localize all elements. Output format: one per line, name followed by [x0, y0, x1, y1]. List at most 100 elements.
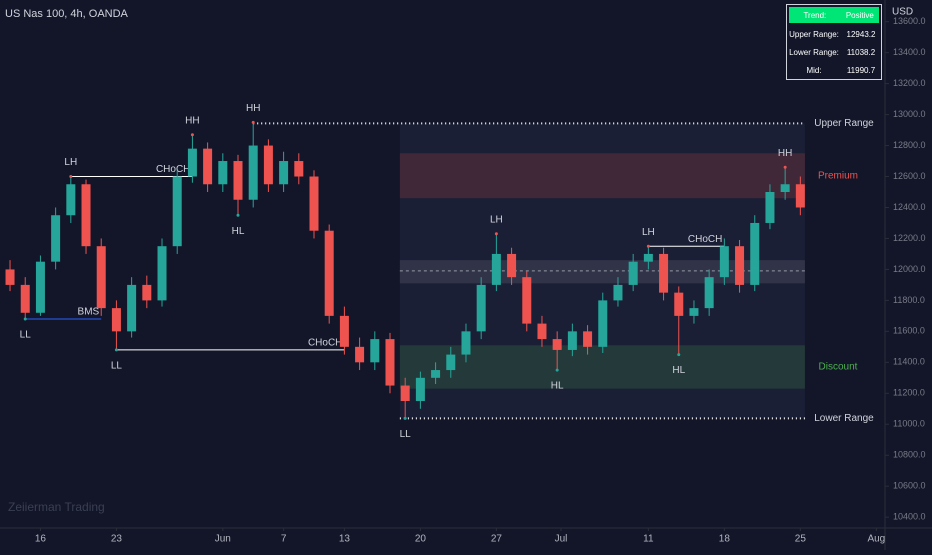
- table-label: Mid:: [806, 65, 822, 75]
- candle-body: [567, 331, 577, 350]
- premium-zone: [399, 153, 805, 199]
- table-value: Positive: [845, 10, 874, 20]
- pivot-dot: [646, 244, 650, 248]
- candle-body: [613, 284, 623, 301]
- y-tick-label: 10800.0: [893, 450, 926, 460]
- candle-body: [415, 377, 425, 402]
- x-tick-label: 11: [643, 534, 654, 545]
- structure-label: CHoCH: [688, 234, 722, 245]
- candle-body: [750, 222, 760, 285]
- y-tick-label: 12000.0: [893, 264, 926, 274]
- structure-label: BMS: [78, 307, 100, 318]
- pivot-label: LH: [642, 227, 655, 238]
- candle-body: [157, 246, 167, 301]
- candle-body: [400, 385, 410, 402]
- y-tick-label: 10600.0: [893, 481, 926, 491]
- x-tick-label: 25: [795, 534, 807, 545]
- table-row: Lower Range: 11038.2: [787, 43, 881, 61]
- pivot-dot: [494, 232, 498, 236]
- candle-body: [446, 354, 456, 371]
- x-tick-label: Jun: [215, 534, 231, 545]
- x-tick-label: 23: [111, 534, 123, 545]
- pivot-dot: [236, 213, 240, 217]
- candle-body: [476, 284, 486, 332]
- candle-body: [127, 284, 137, 332]
- pivot-label: LL: [400, 429, 412, 440]
- y-tick-label: 11800.0: [893, 295, 925, 305]
- table-value: 12943.2: [846, 29, 876, 39]
- candle-body: [279, 161, 289, 185]
- candle-body: [218, 161, 228, 185]
- candle-body: [689, 308, 699, 316]
- candle-body: [20, 284, 30, 313]
- structure-label: CHoCH: [308, 338, 342, 349]
- candle-body: [5, 269, 15, 285]
- x-tick-label: Aug: [867, 534, 885, 545]
- pivot-label: HL: [551, 381, 564, 392]
- pivot-dot: [403, 416, 407, 420]
- candle-body: [111, 308, 121, 332]
- table-label: Trend:: [803, 10, 827, 20]
- candle-body: [370, 339, 380, 363]
- candle-body: [735, 246, 745, 285]
- candle-body: [96, 246, 106, 309]
- pivot-label: HH: [185, 115, 199, 126]
- y-axis-label: USD: [892, 7, 913, 18]
- y-tick-label: 13600.0: [893, 16, 926, 26]
- x-tick-label: 27: [491, 534, 503, 545]
- premium-label: Premium: [818, 170, 858, 181]
- y-tick-label: 11200.0: [893, 388, 925, 398]
- candle-body: [309, 176, 319, 231]
- structure-label: CHoCH: [156, 164, 190, 175]
- candle-body: [507, 253, 517, 278]
- y-tick-label: 13000.0: [893, 109, 926, 119]
- candle-body: [491, 253, 501, 285]
- y-tick-label: 13400.0: [893, 47, 926, 57]
- candle-body: [294, 161, 304, 177]
- candle-body: [203, 148, 213, 185]
- y-tick-label: 12200.0: [893, 233, 926, 243]
- y-tick-label: 13200.0: [893, 78, 926, 88]
- table-value: 11038.2: [846, 47, 876, 57]
- candle-body: [142, 284, 152, 301]
- candle-body: [583, 331, 593, 347]
- table-label: Lower Range:: [789, 47, 839, 57]
- table-header: Trend: Positive: [789, 7, 879, 23]
- candle-body: [248, 145, 258, 200]
- pivot-dot: [190, 133, 194, 137]
- pivot-label: LH: [490, 214, 503, 225]
- pivot-label: LH: [64, 157, 77, 168]
- y-tick-label: 11000.0: [893, 419, 925, 429]
- chart-title: US Nas 100, 4h, OANDA: [5, 8, 129, 20]
- candle-body: [431, 370, 441, 378]
- y-tick-label: 12800.0: [893, 140, 926, 150]
- pivot-dot: [251, 120, 255, 124]
- candle-body: [659, 253, 669, 293]
- x-tick-label: 20: [415, 534, 427, 545]
- upper-range-label: Upper Range: [814, 118, 874, 129]
- candle-body: [537, 323, 547, 340]
- pivot-label: HL: [232, 226, 245, 237]
- info-table: Trend: Positive Upper Range: 12943.2 Lower…: [786, 4, 882, 80]
- candle-body: [598, 300, 608, 347]
- pivot-label: LL: [20, 330, 32, 341]
- y-tick-label: 12400.0: [893, 202, 926, 212]
- pivot-label: HL: [672, 365, 685, 376]
- pivot-dot: [23, 317, 27, 321]
- pivot-dot: [555, 368, 559, 372]
- y-tick-label: 10400.0: [893, 512, 926, 522]
- candle-body: [263, 145, 273, 185]
- pivot-label: LL: [111, 361, 123, 372]
- discount-label: Discount: [819, 362, 858, 373]
- x-tick-label: 18: [719, 534, 731, 545]
- pivot-dot: [677, 353, 681, 357]
- candle-body: [51, 215, 61, 262]
- candle-body: [187, 148, 197, 177]
- candle-body: [172, 176, 182, 247]
- candle-body: [795, 184, 805, 208]
- pivot-dot: [69, 175, 73, 179]
- candle-body: [233, 161, 243, 200]
- x-tick-label: Jul: [555, 534, 568, 545]
- candle-body: [643, 253, 653, 262]
